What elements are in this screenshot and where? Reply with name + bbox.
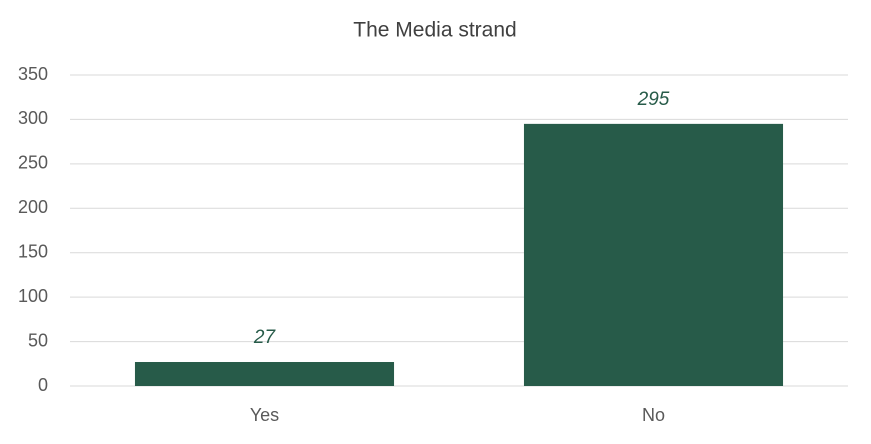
y-tick-label: 350 <box>18 64 48 84</box>
data-label: 27 <box>253 327 277 348</box>
x-tick-label: No <box>642 405 665 425</box>
bar <box>523 123 784 386</box>
y-tick-label: 150 <box>18 241 48 261</box>
y-tick-label: 0 <box>38 375 48 395</box>
y-tick-label: 50 <box>28 330 48 350</box>
bar <box>134 362 395 386</box>
y-tick-label: 250 <box>18 153 48 173</box>
y-tick-label: 200 <box>18 197 48 217</box>
data-label: 295 <box>637 89 670 110</box>
chart-title: The Media strand <box>353 19 516 42</box>
y-tick-label: 300 <box>18 108 48 128</box>
y-tick-label: 100 <box>18 286 48 306</box>
x-tick-label: Yes <box>250 405 279 425</box>
